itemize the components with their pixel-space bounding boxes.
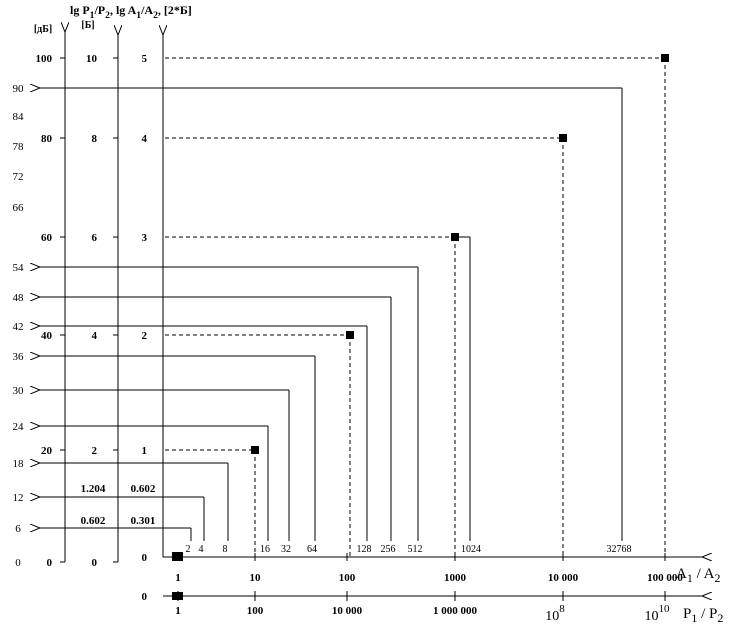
label: 12 — [13, 492, 24, 504]
label: 78 — [13, 141, 25, 153]
text-part: /A — [140, 3, 153, 17]
subscript: 2 — [715, 571, 721, 585]
label: 8 — [92, 133, 98, 145]
label: 54 — [13, 262, 25, 274]
label: 1.204 — [81, 483, 106, 495]
label: 0.301 — [131, 515, 156, 527]
label: 1 — [142, 445, 148, 457]
label: 6 — [92, 232, 98, 244]
marker-square — [559, 134, 567, 142]
label: 100 — [36, 53, 53, 65]
label: 8 — [223, 544, 228, 555]
content: lg P1/P2, lg A1/A2, [2*Б][Б][дБ]10080604… — [13, 3, 724, 625]
subscript: 1 — [90, 10, 95, 21]
power-label: 108 — [545, 603, 565, 624]
sub-label: P1 / P2 — [683, 606, 723, 625]
text-part: / P — [697, 606, 717, 622]
text-part: lg P — [70, 3, 90, 17]
label: 512 — [408, 544, 423, 555]
text-part: /P — [93, 3, 105, 17]
label: 64 — [307, 544, 317, 555]
label: 36 — [13, 351, 25, 363]
label: 0.602 — [81, 515, 106, 527]
label: 10 — [250, 572, 262, 584]
label: 1024 — [461, 544, 481, 555]
base: 10 — [645, 609, 659, 624]
label: 0 — [142, 591, 148, 603]
label: 3 — [142, 232, 148, 244]
label: 90 — [13, 83, 25, 95]
label: 60 — [41, 232, 53, 244]
origin-square — [172, 552, 183, 561]
label: 128 — [357, 544, 372, 555]
label: 66 — [13, 202, 25, 214]
label: 2 — [92, 445, 98, 457]
label: 1 000 000 — [433, 605, 478, 617]
label: 18 — [13, 458, 25, 470]
label: 2 — [186, 544, 191, 555]
label: 100 000 — [647, 572, 683, 584]
text-part: / A — [693, 566, 715, 582]
label: 0 — [15, 557, 21, 569]
marker-square — [346, 331, 354, 339]
label: 32 — [281, 544, 291, 555]
label: 1 — [175, 572, 181, 584]
label: 20 — [41, 445, 53, 457]
label: 72 — [13, 171, 24, 183]
base: 10 — [545, 609, 559, 624]
label: 10 000 — [548, 572, 579, 584]
label: 0 — [142, 552, 148, 564]
power-label: 1010 — [645, 603, 671, 624]
label: 0 — [92, 557, 98, 569]
subscript: 1 — [691, 611, 697, 625]
label: 48 — [13, 292, 25, 304]
label: 4 — [142, 133, 148, 145]
label: 4 — [199, 544, 204, 555]
sub-label: lg P1/P2, lg A1/A2, [2*Б] — [70, 3, 192, 21]
label: 1000 — [444, 572, 467, 584]
subscript: 2 — [105, 10, 110, 21]
text-part: A — [676, 566, 687, 582]
label: [дБ] — [34, 24, 52, 35]
label: 0.602 — [131, 483, 156, 495]
label: 24 — [13, 421, 25, 433]
label: 10 — [86, 53, 98, 65]
label: 16 — [260, 544, 270, 555]
exponent: 10 — [659, 603, 671, 615]
label: 2 — [142, 330, 148, 342]
label: 32768 — [607, 544, 632, 555]
label: 40 — [41, 330, 53, 342]
label: 6 — [15, 523, 21, 535]
label: 0 — [47, 557, 53, 569]
label: 10 000 — [332, 605, 363, 617]
label: 5 — [142, 53, 148, 65]
label: 1 — [175, 605, 181, 617]
text-part: , [2*Б] — [158, 3, 192, 17]
sub-label: A1 / A2 — [676, 566, 721, 585]
label: 80 — [41, 133, 53, 145]
label: 256 — [381, 544, 396, 555]
text-part: , lg A — [110, 3, 137, 17]
label: 42 — [13, 321, 24, 333]
label: 30 — [13, 385, 25, 397]
label: 100 — [247, 605, 264, 617]
label: 4 — [92, 330, 98, 342]
subscript: 2 — [153, 10, 158, 21]
subscript: 2 — [717, 611, 723, 625]
marker-square — [661, 54, 669, 62]
label: 100 — [339, 572, 356, 584]
marker-square — [251, 446, 259, 454]
subscript: 1 — [136, 10, 141, 21]
subscript: 1 — [687, 571, 693, 585]
label: [Б] — [81, 20, 94, 31]
exponent: 8 — [559, 603, 565, 615]
text-part: P — [683, 606, 691, 622]
label: 84 — [13, 111, 25, 123]
